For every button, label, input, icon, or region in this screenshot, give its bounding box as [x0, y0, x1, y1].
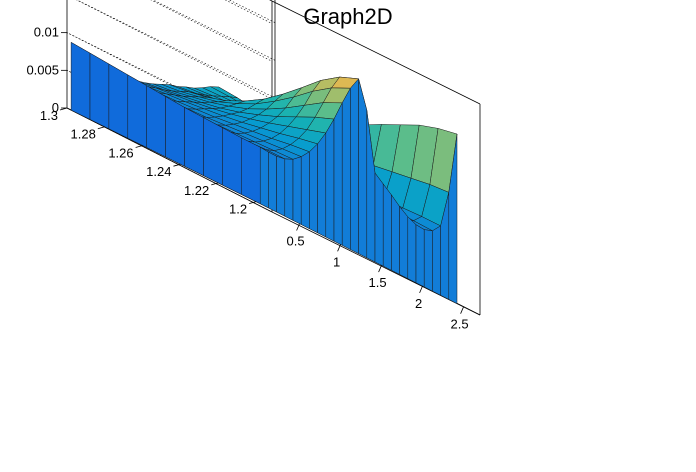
box-edge — [269, 0, 273, 2]
surface-curtain-left — [127, 74, 147, 148]
surface-curtain-front — [423, 229, 433, 292]
surface-curtain-left — [241, 137, 261, 205]
surface-curtain-front — [407, 216, 417, 284]
y-tick-label: 1.24 — [146, 164, 171, 179]
x-tick-label: 2 — [415, 296, 422, 311]
z-tick-label: 0.01 — [34, 25, 59, 40]
surface-curtain-front — [341, 87, 351, 250]
x-tick — [378, 264, 382, 273]
x-tick — [337, 244, 341, 252]
x-tick-label: 2.5 — [451, 317, 469, 332]
surface-curtain-left — [146, 85, 166, 158]
surface-curtain-left — [89, 52, 110, 130]
y-tick-label: 1.26 — [108, 145, 133, 160]
surface-curtain-front — [382, 183, 392, 271]
z-tick-label: 0.015 — [26, 0, 59, 2]
surface-curtain-front — [415, 224, 425, 288]
surface-curtain-front — [317, 132, 327, 238]
surface-curtain-front — [399, 205, 409, 280]
y-tick-label: 1.28 — [71, 127, 96, 142]
y-tick-label: 1.2 — [229, 202, 247, 217]
box-edge — [271, 0, 481, 105]
surface-curtain-left — [184, 107, 204, 177]
x-tick — [296, 223, 300, 231]
surface-curtain-left — [203, 117, 223, 186]
chart-title: Graph2D — [303, 4, 393, 29]
surface-curtain-front — [333, 102, 343, 246]
x-tick-label: 0.5 — [287, 233, 305, 248]
surface-curtain-left — [222, 127, 242, 195]
surface-curtain-front — [358, 78, 368, 259]
surface-curtain-front — [259, 146, 269, 209]
y-tick — [248, 201, 257, 205]
z-gridline — [76, 0, 276, 100]
x-tick — [419, 285, 423, 294]
x-tick — [460, 306, 464, 314]
z-gridline — [150, 0, 276, 62]
z-tick-label: 0 — [52, 100, 59, 115]
surface-curtain-front — [284, 158, 294, 221]
y-tick — [59, 107, 68, 111]
y-tick-label: 1.22 — [184, 183, 209, 198]
surface-curtain-left — [70, 41, 91, 120]
y-tick — [173, 163, 181, 167]
y-tick-label: 1.3 — [40, 108, 58, 123]
surface-curtain-front — [268, 151, 277, 213]
x-tick-label: 1.5 — [369, 275, 387, 290]
surface-curtain-front — [325, 118, 335, 242]
surface-curtain-front — [292, 156, 302, 225]
surface-curtain-left — [165, 96, 185, 167]
surface-curtain-front — [350, 78, 359, 255]
surface-curtain-front — [448, 133, 458, 305]
surface-curtain-front — [432, 225, 441, 296]
surface-curtain-front — [374, 172, 384, 267]
surface-curtain-left — [108, 63, 129, 139]
y-tick — [211, 182, 219, 186]
surface-curtain-front — [309, 143, 318, 234]
x-tick-label: 1 — [333, 254, 340, 269]
surface-curtain-front — [391, 194, 400, 275]
surface-curtain-front — [300, 151, 310, 230]
z-tick-label: 0.005 — [26, 62, 59, 77]
z-gridline — [224, 0, 276, 24]
y-tick — [97, 126, 105, 130]
surface-curtain-front — [276, 155, 286, 217]
y-tick — [135, 145, 143, 148]
